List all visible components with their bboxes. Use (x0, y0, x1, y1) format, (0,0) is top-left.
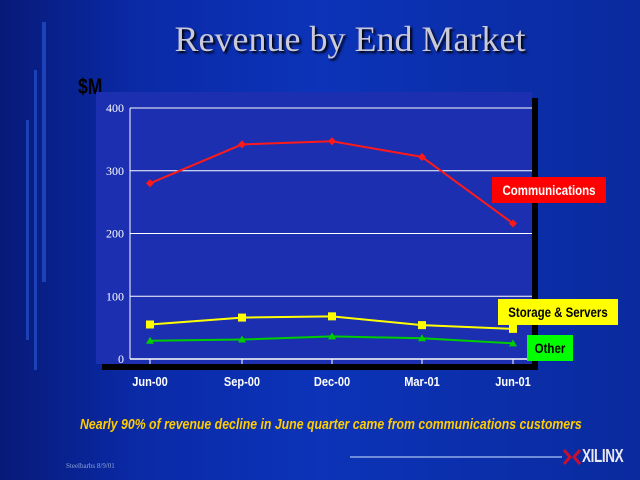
x-tick-label: Jun-00 (132, 374, 168, 389)
decorative-bar (34, 70, 37, 370)
data-point (146, 320, 154, 329)
xilinx-logo: XILINX (562, 446, 637, 467)
data-point (509, 219, 517, 228)
data-point (418, 334, 426, 342)
data-point (509, 339, 517, 347)
data-point (146, 179, 154, 188)
y-tick-label: 0 (118, 352, 124, 366)
x-tick-label: Mar-01 (404, 374, 440, 389)
legend-label: Storage & Servers (508, 304, 608, 320)
data-point (418, 152, 426, 161)
plot-area (96, 92, 532, 364)
logo-text: XILINX (582, 446, 624, 466)
y-tick-label: 400 (106, 101, 124, 115)
data-point (146, 336, 154, 344)
slide-title: Revenue by End Market (174, 19, 526, 59)
data-point (328, 137, 336, 146)
slide-credit: Steelbarbs 8/9/01 (66, 462, 115, 470)
data-point (328, 332, 336, 340)
legend-label: Other (535, 340, 566, 356)
x-tick-label: Jun-01 (495, 374, 531, 389)
data-point (238, 140, 246, 149)
y-tick-label: 100 (106, 289, 124, 303)
data-point (238, 335, 246, 343)
legend-label: Communications (502, 182, 595, 198)
legend-box (492, 177, 606, 203)
data-point (509, 324, 517, 333)
y-tick-label: 200 (106, 227, 124, 241)
data-point (418, 321, 426, 330)
xilinx-x-icon (562, 448, 582, 465)
footnote: Nearly 90% of revenue decline in June qu… (80, 416, 582, 433)
logo-divider (350, 456, 562, 458)
decorative-bar (42, 22, 46, 282)
y-tick-label: 300 (106, 164, 124, 178)
data-point (238, 313, 246, 322)
data-point (328, 312, 336, 321)
legend-box (498, 299, 618, 325)
legend-box (527, 335, 573, 361)
x-tick-label: Sep-00 (224, 374, 260, 389)
decorative-bar (26, 120, 29, 340)
x-tick-label: Dec-00 (314, 374, 350, 389)
